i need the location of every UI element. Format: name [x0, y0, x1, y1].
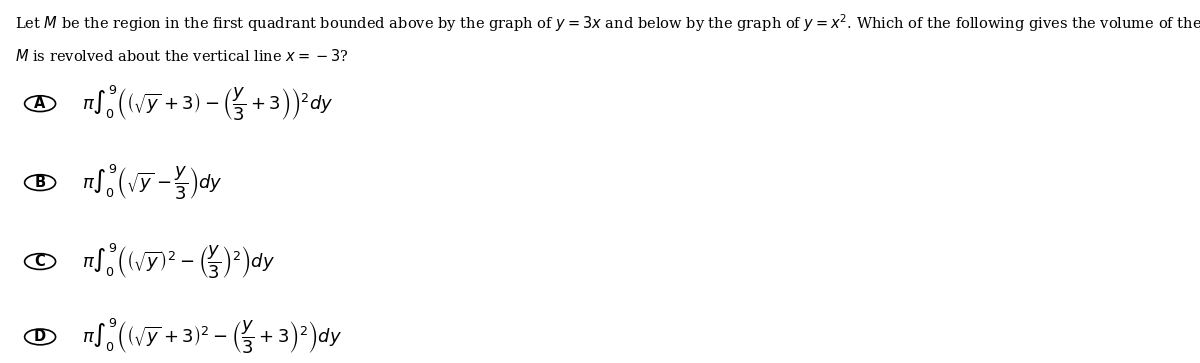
Text: B: B — [35, 175, 46, 190]
Text: Let $M$ be the region in the first quadrant bounded above by the graph of $y = 3: Let $M$ be the region in the first quadr… — [16, 12, 1200, 34]
Text: A: A — [35, 96, 46, 111]
Text: $\pi \int_0^9 \left(\left(\sqrt{y}+3\right)^2 - \left(\dfrac{y}{3}+3\right)^2\ri: $\pi \int_0^9 \left(\left(\sqrt{y}+3\rig… — [83, 317, 343, 356]
Text: C: C — [35, 254, 46, 269]
Text: $M$ is revolved about the vertical line $x = -3$?: $M$ is revolved about the vertical line … — [16, 48, 349, 64]
Text: $\pi \int_0^9 \left(\left(\sqrt{y}+3\right) - \left(\dfrac{y}{3}+3\right)\right): $\pi \int_0^9 \left(\left(\sqrt{y}+3\rig… — [83, 84, 334, 123]
Text: $\pi \int_0^9 \left(\sqrt{y} - \dfrac{y}{3}\right) dy$: $\pi \int_0^9 \left(\sqrt{y} - \dfrac{y}… — [83, 163, 223, 202]
Text: D: D — [34, 329, 46, 344]
Text: $\pi \int_0^9 \left(\left(\sqrt{y}\right)^2 - \left(\dfrac{y}{3}\right)^2\right): $\pi \int_0^9 \left(\left(\sqrt{y}\right… — [83, 242, 276, 281]
